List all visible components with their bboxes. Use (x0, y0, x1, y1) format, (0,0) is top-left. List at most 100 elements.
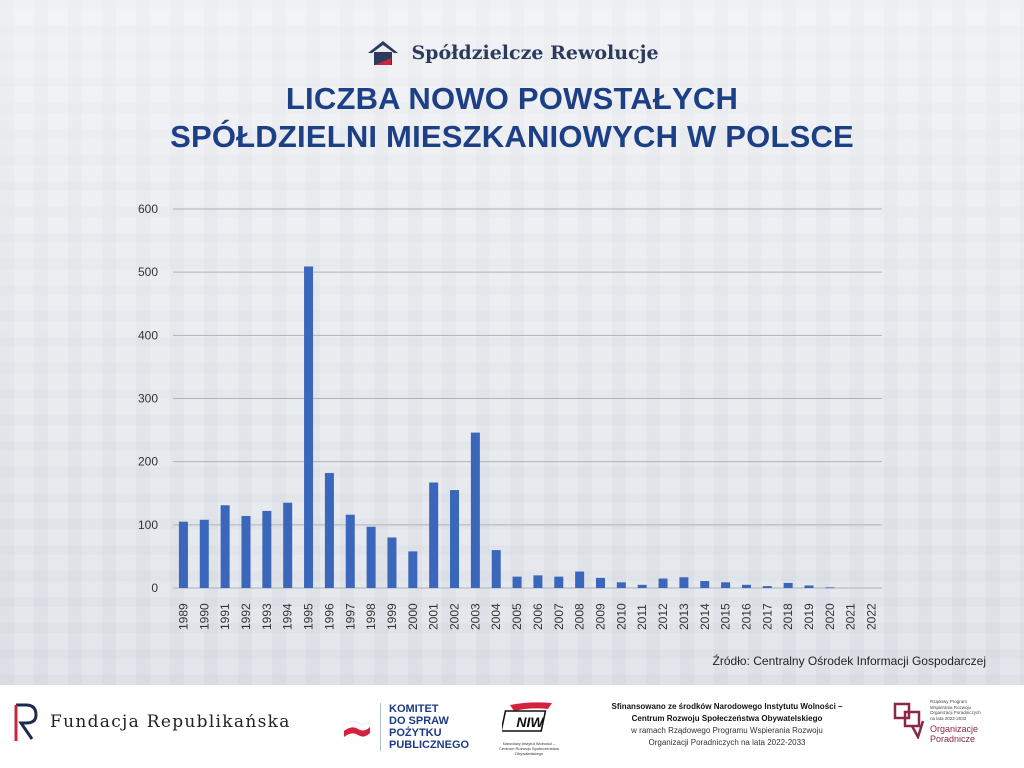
program-small-text: Rządowy Program Wspierania Rozwoju Organ… (930, 699, 981, 721)
bar-2011 (637, 584, 647, 588)
x-tick-label: 2004 (489, 603, 503, 630)
bar-1991 (220, 505, 230, 588)
x-tick-label: 2006 (531, 603, 545, 630)
title-line-2: SPÓŁDZIELNI MIESZKANIOWYCH W POLSCE (170, 119, 854, 154)
x-tick-label: 2008 (573, 603, 587, 630)
bar-1992 (241, 515, 251, 588)
funding-line: Centrum Rozwoju Społeczeństwa Obywatelsk… (631, 714, 823, 723)
bar-1989 (178, 521, 188, 588)
program-line: Wspierania Rozwoju (930, 704, 972, 710)
organizacje-line: Poradnicze (930, 734, 976, 744)
x-tick-label: 2020 (823, 603, 837, 630)
bar-1999 (387, 537, 397, 588)
bar-1997 (345, 514, 355, 588)
y-tick-label: 300 (138, 392, 158, 406)
komitet-line: KOMITET (389, 703, 439, 715)
x-tick-label: 2002 (448, 603, 462, 630)
x-tick-label: 2011 (635, 604, 649, 630)
funding-line: Organizacji Poradniczych na lata 2022-20… (648, 738, 806, 747)
x-tick-label: 1997 (343, 603, 357, 630)
niw-logo-text: NIW (516, 714, 545, 730)
bar-2010 (616, 582, 626, 588)
x-tick-label: 2003 (468, 603, 482, 630)
bar-2004 (491, 550, 501, 588)
komitet-text: KOMITET DO SPRAW POŻYTKU PUBLICZNEGO (380, 703, 484, 751)
republican-mark-icon (14, 703, 38, 741)
bar-1995 (304, 266, 314, 588)
fundacja-logo[interactable]: Fundacja Republikańska (12, 701, 291, 743)
bar-2005 (512, 576, 522, 588)
x-tick-label: 2012 (656, 603, 670, 630)
organizacje-text: Rządowy Program Wspierania Rozwoju Organ… (930, 699, 981, 744)
bar-1996 (324, 473, 334, 588)
y-tick-label: 400 (138, 328, 158, 342)
bars (178, 266, 835, 589)
brand-name: Spółdzielcze Rewolucje (411, 42, 659, 64)
x-tick-label: 1998 (364, 603, 378, 630)
x-tick-label: 1992 (239, 603, 253, 630)
y-tick-labels: 0 100 200 300 400 500 600 (138, 202, 158, 595)
x-tick-label: 1989 (176, 603, 190, 630)
organizacje-poradnicze-logo[interactable]: Rządowy Program Wspierania Rozwoju Organ… (892, 699, 981, 744)
poland-flag-icon (343, 720, 371, 737)
bar-2019 (804, 585, 814, 588)
bar-2009 (595, 577, 605, 588)
source-note: Źródło: Centralny Ośrodek Informacji Gos… (712, 654, 986, 668)
bar-1994 (283, 502, 293, 588)
y-tick-label: 600 (138, 202, 158, 216)
komitet-line: POŻYTKU (389, 727, 442, 739)
bar-2001 (429, 482, 439, 588)
fundacja-name: Fundacja Republikańska (50, 712, 291, 732)
organizacje-line: Organizacje (930, 724, 979, 734)
bar-2006 (533, 575, 543, 588)
bar-1993 (262, 510, 272, 588)
bar-2003 (470, 432, 480, 588)
x-tick-label: 2022 (865, 603, 879, 630)
niw-caption: Narodowy Instytut Wolności – Centrum Roz… (499, 741, 559, 756)
bar-2008 (575, 571, 585, 588)
background-photo (0, 0, 1024, 685)
x-tick-label: 2009 (593, 603, 607, 630)
bar-2000 (408, 551, 418, 588)
y-tick-label: 200 (138, 455, 158, 469)
x-tick-label: 1999 (385, 603, 399, 630)
x-tick-label: 2019 (802, 603, 816, 630)
y-tick-label: 100 (138, 518, 158, 532)
organizacje-name: Organizacje Poradnicze (930, 724, 981, 744)
bar-2018 (783, 582, 793, 588)
footer: Fundacja Republikańska KOMITET DO SPRAW … (0, 685, 1024, 768)
komitet-logo[interactable]: KOMITET DO SPRAW POŻYTKU PUBLICZNEGO (342, 703, 484, 751)
komitet-line: DO SPRAW (389, 715, 449, 727)
x-tick-label: 1991 (218, 603, 232, 630)
x-tick-label: 2017 (760, 603, 774, 630)
bar-1990 (199, 519, 209, 588)
funding-line: Sfinansowano ze środków Narodowego Insty… (611, 702, 843, 711)
program-line: na lata 2022-2033 (930, 715, 967, 721)
brand-header: Spółdzielcze Rewolucje (0, 36, 1024, 70)
program-line: Rządowy Program (930, 699, 968, 704)
x-tick-label: 2021 (844, 603, 858, 630)
bar-2002 (450, 490, 460, 588)
x-tick-label: 1990 (197, 603, 211, 630)
bar-2013 (679, 577, 689, 588)
bar-chart: 1989 1990 1991 1992 1993 1994 1995 1996 1997 1998… (138, 202, 882, 630)
x-tick-label: 2001 (427, 603, 441, 630)
bar-2015 (721, 582, 731, 588)
bar-2017 (762, 586, 772, 588)
chart-title: LICZBA NOWO POWSTAŁYCH SPÓŁDZIELNI MIESZ… (0, 80, 1024, 156)
x-tick-label: 1993 (260, 603, 274, 630)
x-tick-label: 2010 (614, 603, 628, 630)
grid-lines (173, 208, 882, 589)
x-tick-label: 1994 (281, 603, 295, 630)
x-tick-label: 1995 (302, 603, 316, 630)
y-tick-label: 0 (151, 581, 158, 595)
bar-2014 (700, 581, 710, 588)
x-tick-label: 2000 (406, 603, 420, 630)
x-tick-label: 2015 (719, 603, 733, 630)
niw-logo[interactable]: NIW Narodowy Instytut Wolności – Centrum… (496, 699, 562, 756)
funding-line: w ramach Rządowego Programu Wspierania R… (631, 726, 823, 735)
x-tick-label: 2007 (552, 603, 566, 630)
x-tick-label: 2014 (698, 603, 712, 630)
house-logo-icon (368, 41, 399, 65)
bar-1998 (366, 526, 376, 588)
